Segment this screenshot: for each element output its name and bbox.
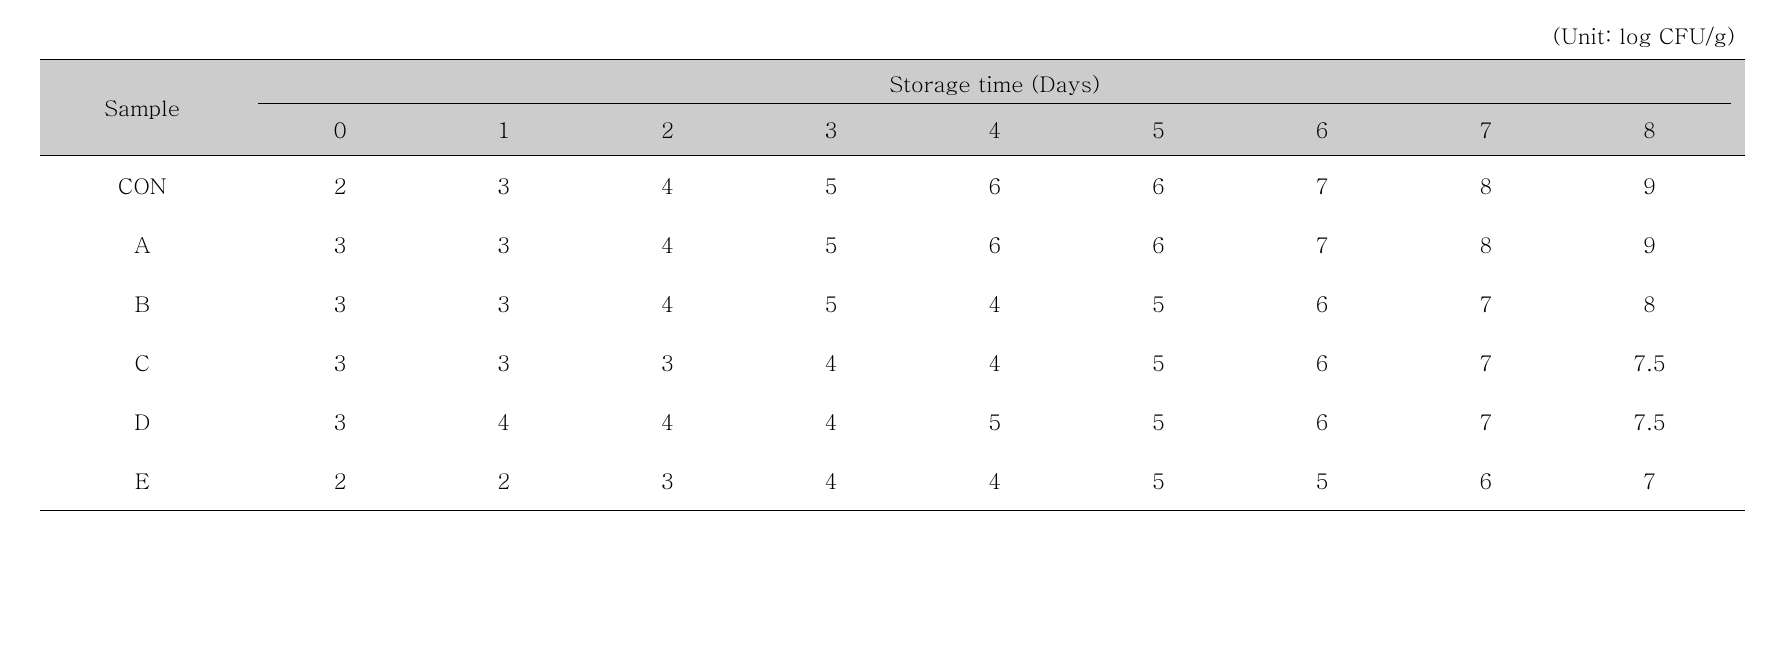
cell-value: 6 (913, 156, 1077, 216)
cell-value: 4 (422, 392, 586, 451)
cell-pad (245, 392, 259, 451)
cell-value: 7 (1568, 451, 1732, 511)
cell-value: 7 (1404, 333, 1568, 392)
cell-value: 4 (586, 274, 750, 333)
table-row: D 3 4 4 4 5 5 6 7 7.5 (40, 392, 1745, 451)
cell-value: 3 (586, 333, 750, 392)
header-pad (1731, 60, 1745, 104)
cell-value: 8 (1404, 215, 1568, 274)
column-header-time: 1 (422, 104, 586, 156)
cell-value: 6 (1077, 215, 1241, 274)
cell-value: 6 (913, 215, 1077, 274)
cell-value: 4 (749, 451, 913, 511)
cell-value: 8 (1568, 274, 1732, 333)
cell-value: 3 (258, 392, 422, 451)
cell-value: 5 (749, 215, 913, 274)
cell-sample: D (40, 392, 245, 451)
cell-value: 3 (422, 333, 586, 392)
cell-value: 6 (1404, 451, 1568, 511)
cell-pad (245, 215, 259, 274)
cell-value: 9 (1568, 215, 1732, 274)
cell-value: 4 (586, 392, 750, 451)
column-header-time: 6 (1240, 104, 1404, 156)
column-header-time: 3 (749, 104, 913, 156)
cell-value: 4 (749, 333, 913, 392)
column-header-time: 8 (1568, 104, 1732, 156)
header-pad (245, 104, 259, 156)
column-header-time: 7 (1404, 104, 1568, 156)
data-table: Sample Storage time (Days) 0 1 2 3 4 5 6… (40, 59, 1745, 511)
cell-value: 7 (1240, 215, 1404, 274)
table-body: CON 2 3 4 5 6 6 7 8 9 A 3 3 4 5 6 6 7 8 … (40, 156, 1745, 511)
cell-value: 5 (1240, 451, 1404, 511)
cell-value: 7 (1404, 392, 1568, 451)
cell-value: 4 (913, 333, 1077, 392)
cell-value: 4 (913, 451, 1077, 511)
column-group-header-time: Storage time (Days) (258, 60, 1731, 104)
cell-value: 3 (258, 274, 422, 333)
column-header-time: 5 (1077, 104, 1241, 156)
cell-value: 5 (913, 392, 1077, 451)
cell-value: 5 (749, 274, 913, 333)
table-row: C 3 3 3 4 4 5 6 7 7.5 (40, 333, 1745, 392)
cell-sample: CON (40, 156, 245, 216)
header-pad (1731, 104, 1745, 156)
cell-value: 3 (586, 451, 750, 511)
cell-sample: E (40, 451, 245, 511)
column-header-time: 2 (586, 104, 750, 156)
cell-value: 3 (258, 215, 422, 274)
cell-value: 5 (1077, 274, 1241, 333)
cell-sample: A (40, 215, 245, 274)
cell-value: 5 (1077, 451, 1241, 511)
cell-value: 5 (749, 156, 913, 216)
cell-value: 3 (422, 156, 586, 216)
cell-pad (245, 333, 259, 392)
cell-pad (1731, 156, 1745, 216)
cell-value: 5 (1077, 333, 1241, 392)
cell-value: 6 (1240, 392, 1404, 451)
table-row: E 2 2 3 4 4 5 5 6 7 (40, 451, 1745, 511)
cell-pad (245, 156, 259, 216)
cell-value: 2 (422, 451, 586, 511)
cell-value: 2 (258, 451, 422, 511)
cell-value: 3 (422, 215, 586, 274)
cell-value: 7 (1404, 274, 1568, 333)
header-pad (245, 60, 259, 104)
column-header-time: 0 (258, 104, 422, 156)
cell-value: 9 (1568, 156, 1732, 216)
cell-value: 7.5 (1568, 392, 1732, 451)
cell-value: 7 (1240, 156, 1404, 216)
table-row: CON 2 3 4 5 6 6 7 8 9 (40, 156, 1745, 216)
cell-value: 4 (586, 156, 750, 216)
cell-value: 7.5 (1568, 333, 1732, 392)
cell-value: 4 (913, 274, 1077, 333)
cell-pad (1731, 333, 1745, 392)
table-row: B 3 3 4 5 4 5 6 7 8 (40, 274, 1745, 333)
cell-value: 5 (1077, 392, 1241, 451)
cell-value: 6 (1077, 156, 1241, 216)
cell-pad (1731, 274, 1745, 333)
cell-value: 4 (749, 392, 913, 451)
cell-pad (1731, 215, 1745, 274)
cell-sample: B (40, 274, 245, 333)
cell-value: 3 (258, 333, 422, 392)
cell-value: 8 (1404, 156, 1568, 216)
cell-value: 6 (1240, 333, 1404, 392)
cell-value: 2 (258, 156, 422, 216)
cell-pad (245, 451, 259, 511)
table-row: A 3 3 4 5 6 6 7 8 9 (40, 215, 1745, 274)
cell-sample: C (40, 333, 245, 392)
cell-pad (1731, 451, 1745, 511)
cell-pad (245, 274, 259, 333)
cell-value: 3 (422, 274, 586, 333)
cell-value: 6 (1240, 274, 1404, 333)
cell-value: 4 (586, 215, 750, 274)
cell-pad (1731, 392, 1745, 451)
column-header-time: 4 (913, 104, 1077, 156)
column-header-sample: Sample (40, 60, 245, 156)
unit-label: (Unit: log CFU/g) (40, 20, 1745, 51)
